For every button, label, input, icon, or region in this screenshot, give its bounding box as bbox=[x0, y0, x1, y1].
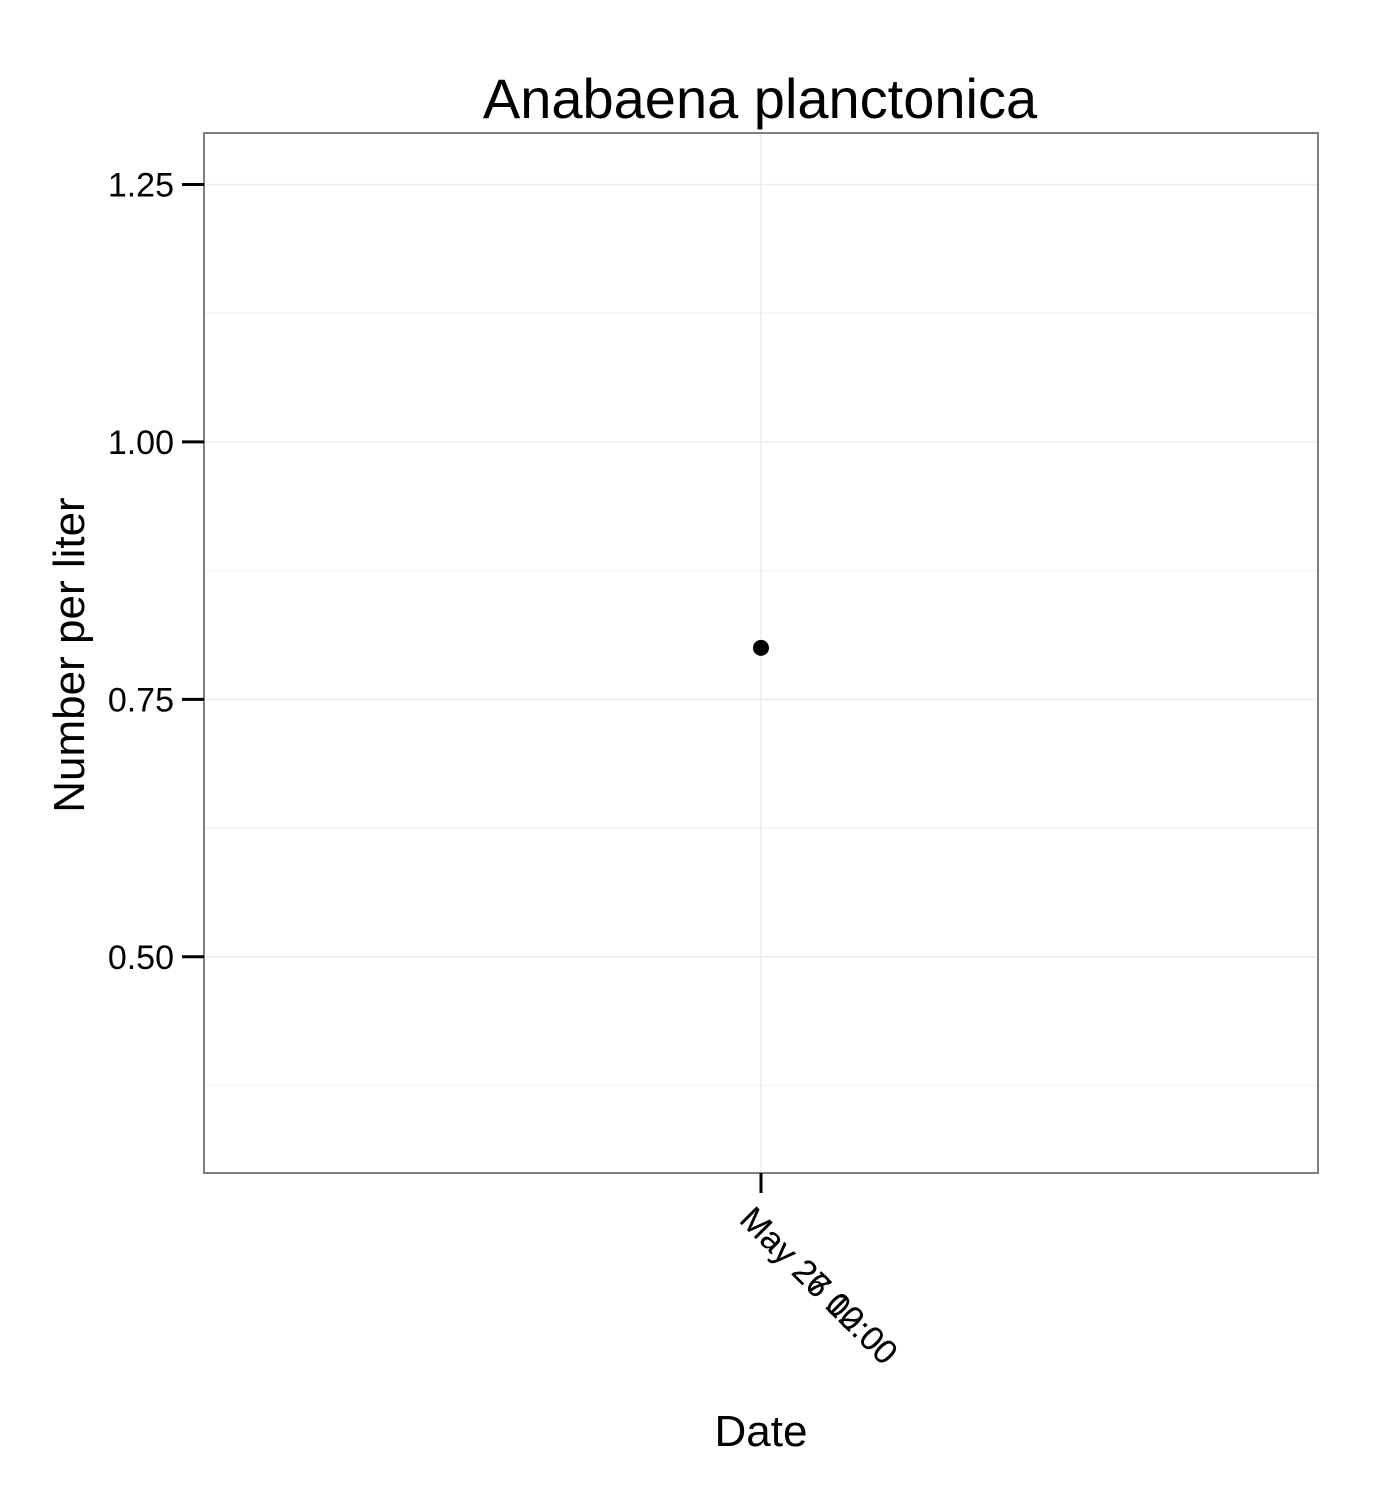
y-axis-title: Number per liter bbox=[45, 497, 94, 812]
y-tick-label: 0.50 bbox=[108, 939, 174, 977]
plot-panel bbox=[203, 132, 1319, 1174]
x-axis-title: Date bbox=[715, 1407, 808, 1456]
data-point bbox=[753, 639, 769, 656]
x-tick-label: May 26 12:00 bbox=[732, 1200, 905, 1373]
y-tick-label: 1.00 bbox=[108, 424, 174, 462]
chart-title: Anabaena planctonica bbox=[483, 67, 1038, 130]
data-points bbox=[753, 639, 769, 656]
y-axis: 0.50 0.75 1.00 1.25 bbox=[108, 166, 204, 977]
y-tick-label: 1.25 bbox=[108, 166, 174, 204]
y-tick-label: 0.75 bbox=[108, 681, 174, 719]
